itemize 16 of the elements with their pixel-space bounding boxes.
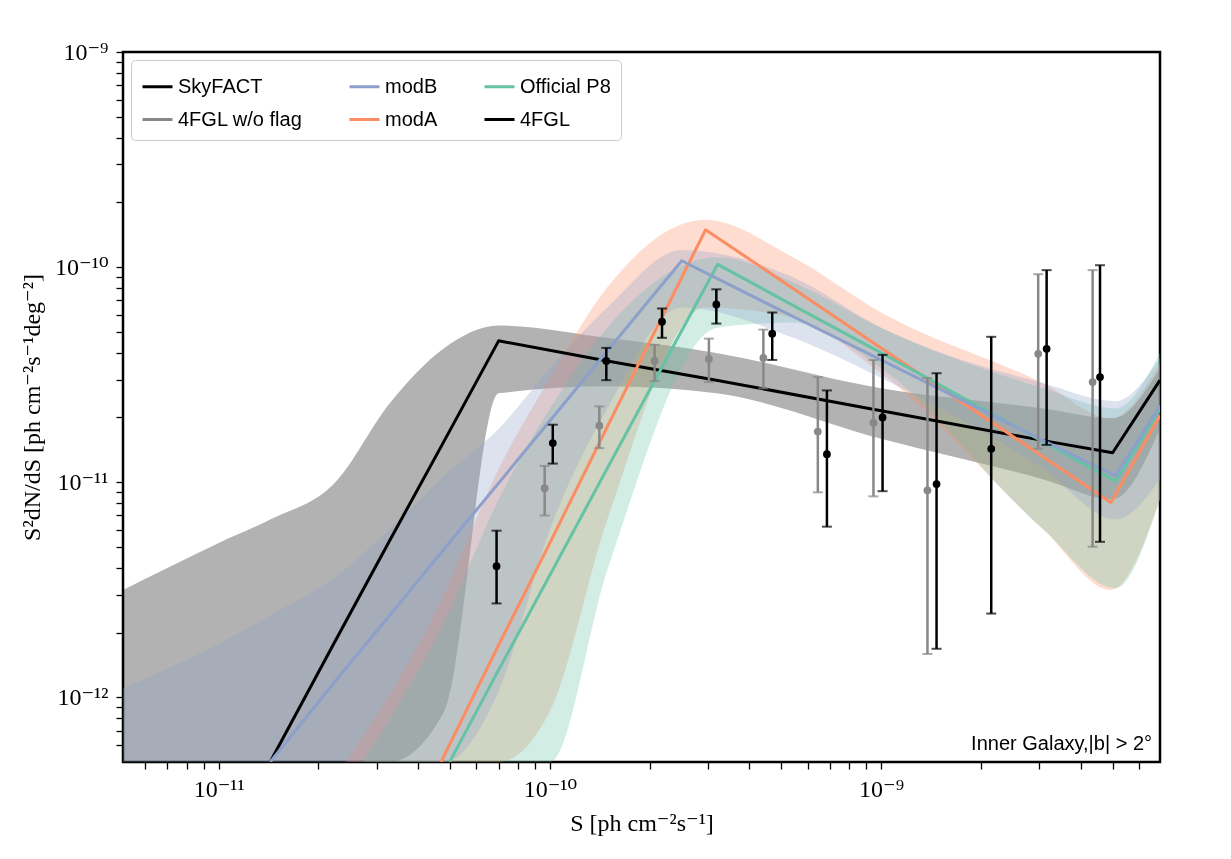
y-tick-label: 10⁻⁹ — [63, 38, 109, 65]
x-tick-label: 10⁻¹⁰ — [523, 775, 578, 802]
legend-label: modB — [385, 74, 438, 97]
y-tick-label: 10⁻¹¹ — [57, 468, 109, 495]
legend-label: Official P8 — [520, 74, 611, 97]
legend-label: modA — [385, 107, 438, 130]
x-tick-label: 10⁻⁹ — [859, 775, 905, 802]
legend-label: 4FGL — [520, 107, 571, 130]
y-axis-title: S²dN/dS [ph cm⁻²s⁻¹deg⁻²] — [19, 274, 46, 541]
x-tick-label: 10⁻¹¹ — [193, 775, 245, 802]
legend-label: SkyFACT — [178, 74, 263, 97]
y-tick-label: 10⁻¹² — [57, 683, 109, 710]
x-axis-title: S [ph cm⁻²s⁻¹] — [570, 809, 714, 836]
y-tick-label: 10⁻¹⁰ — [55, 253, 109, 280]
legend-label: 4FGL w/o flag — [178, 107, 302, 130]
annotation: Inner Galaxy,|b| > 2° — [971, 732, 1152, 754]
